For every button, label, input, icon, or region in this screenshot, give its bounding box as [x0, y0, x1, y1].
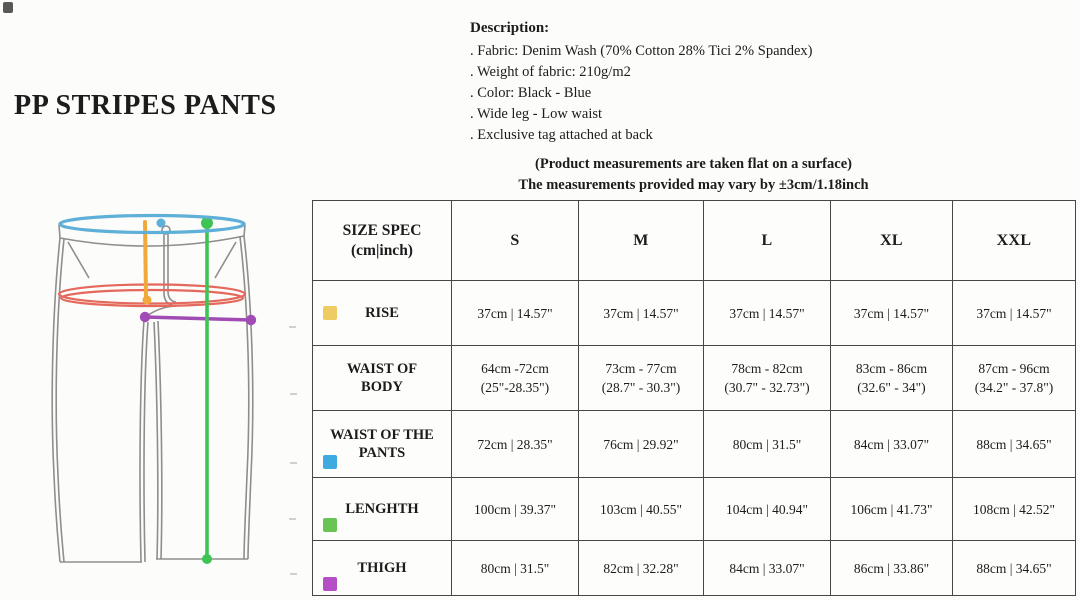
measurement-cell: 83cm - 86cm (32.6" - 34"): [830, 345, 953, 411]
column-header-xxl: XXL: [952, 200, 1076, 281]
length-bottom-dot: [202, 554, 212, 564]
measurement-cell: 88cm | 34.65": [952, 540, 1076, 596]
description-item: . Color: Black - Blue: [470, 85, 592, 101]
legend-swatch-waist-of-pants: [323, 455, 337, 469]
measurement-cell: 73cm - 77cm (28.7" - 30.3"): [578, 345, 704, 411]
thigh-line: [139, 311, 257, 326]
measurement-cell: 80cm | 31.5": [703, 410, 831, 478]
measurement-cell: 37cm | 14.57": [578, 280, 704, 346]
description-item: . Wide leg - Low waist: [470, 106, 603, 122]
thigh-left-dot: [139, 311, 151, 323]
row-label-lenghth: LENGHTH: [312, 477, 452, 541]
measurement-cell: 108cm | 42.52": [952, 477, 1076, 541]
table-row-lenghth: LENGHTH 100cm | 39.37" 103cm | 40.55" 10…: [312, 477, 1076, 541]
row-label-thigh: THIGH: [312, 540, 452, 596]
artifact-tick: [289, 518, 296, 520]
measurement-cell: 106cm | 41.73": [830, 477, 953, 541]
size-spec-table: SIZE SPEC (cm|inch) S M L XL XXL RISE 37…: [312, 200, 1076, 596]
description-heading: Description:: [470, 20, 550, 36]
artifact-tick: [290, 573, 297, 575]
description-item: . Weight of fabric: 210g/m2: [470, 64, 631, 80]
measurement-cell: 88cm | 34.65": [952, 410, 1076, 478]
description-section: Description: . Fabric: Denim Wash (70% C…: [470, 18, 813, 146]
column-header-l: L: [703, 200, 831, 281]
pants-diagram: [51, 213, 257, 564]
thigh-right-dot: [245, 314, 257, 326]
measurement-cell: 82cm | 32.28": [578, 540, 704, 596]
measurement-cell: 104cm | 40.94": [703, 477, 831, 541]
measurement-cell: 84cm | 33.07": [830, 410, 953, 478]
measurement-cell: 86cm | 33.86": [830, 540, 953, 596]
description-item: . Exclusive tag attached at back: [470, 127, 653, 143]
table-row-waist-of-body: WAIST OF BODY 64cm -72cm (25"-28.35") 73…: [312, 345, 1076, 411]
measurement-cell: 72cm | 28.35": [451, 410, 579, 478]
description-item: . Fabric: Denim Wash (70% Cotton 28% Tic…: [470, 43, 813, 59]
table-corner-header: SIZE SPEC (cm|inch): [312, 200, 452, 281]
table-row-thigh: THIGH 80cm | 31.5" 82cm | 32.28" 84cm | …: [312, 540, 1076, 596]
pants-outline: [51, 214, 254, 563]
legend-swatch-lenghth: [323, 518, 337, 532]
column-header-s: S: [451, 200, 579, 281]
measurement-cell: 84cm | 33.07": [703, 540, 831, 596]
row-label-waist-of-pants: WAIST OF THE PANTS: [312, 410, 452, 478]
row-label-rise: RISE: [312, 280, 452, 346]
measurement-cell: 100cm | 39.37": [451, 477, 579, 541]
corner-artifact-mark: [3, 2, 13, 13]
hip-ellipse: [57, 283, 247, 308]
waist-marker-dot: [156, 218, 166, 228]
measurement-cell: 37cm | 14.57": [952, 280, 1076, 346]
table-row-waist-of-pants: WAIST OF THE PANTS 72cm | 28.35" 76cm | …: [312, 410, 1076, 478]
legend-swatch-thigh: [323, 577, 337, 591]
measurement-cell: 37cm | 14.57": [451, 280, 579, 346]
measurement-note-line1: (Product measurements are taken flat on …: [535, 156, 852, 172]
measurement-cell: 64cm -72cm (25"-28.35"): [451, 345, 579, 411]
row-label-waist-of-body: WAIST OF BODY: [312, 345, 452, 411]
measurement-cell: 80cm | 31.5": [451, 540, 579, 596]
column-header-m: M: [578, 200, 704, 281]
measurement-cell: 103cm | 40.55": [578, 477, 704, 541]
measurement-notes: (Product measurements are taken flat on …: [312, 154, 1075, 196]
length-line: [201, 217, 213, 564]
column-header-xl: XL: [830, 200, 953, 281]
measurement-cell: 76cm | 29.92": [578, 410, 704, 478]
table-row-rise: RISE 37cm | 14.57" 37cm | 14.57" 37cm | …: [312, 280, 1076, 346]
measurement-cell: 78cm - 82cm (30.7" - 32.73"): [703, 345, 831, 411]
legend-swatch-rise: [323, 306, 337, 320]
measurement-cell: 37cm | 14.57": [830, 280, 953, 346]
waistband-ellipse: [58, 213, 246, 235]
measurement-cell: 87cm - 96cm (34.2" - 37.8"): [952, 345, 1076, 411]
artifact-tick: [290, 393, 297, 395]
rise-line: [142, 220, 152, 305]
artifact-tick: [289, 326, 296, 328]
page-title: PP STRIPES PANTS: [14, 90, 277, 121]
measurement-cell: 37cm | 14.57": [703, 280, 831, 346]
length-top-dot: [201, 217, 213, 229]
artifact-tick: [290, 462, 297, 464]
measurement-note-line2: The measurements provided may vary by ±3…: [518, 177, 869, 193]
rise-endpoint-dot: [142, 295, 152, 305]
